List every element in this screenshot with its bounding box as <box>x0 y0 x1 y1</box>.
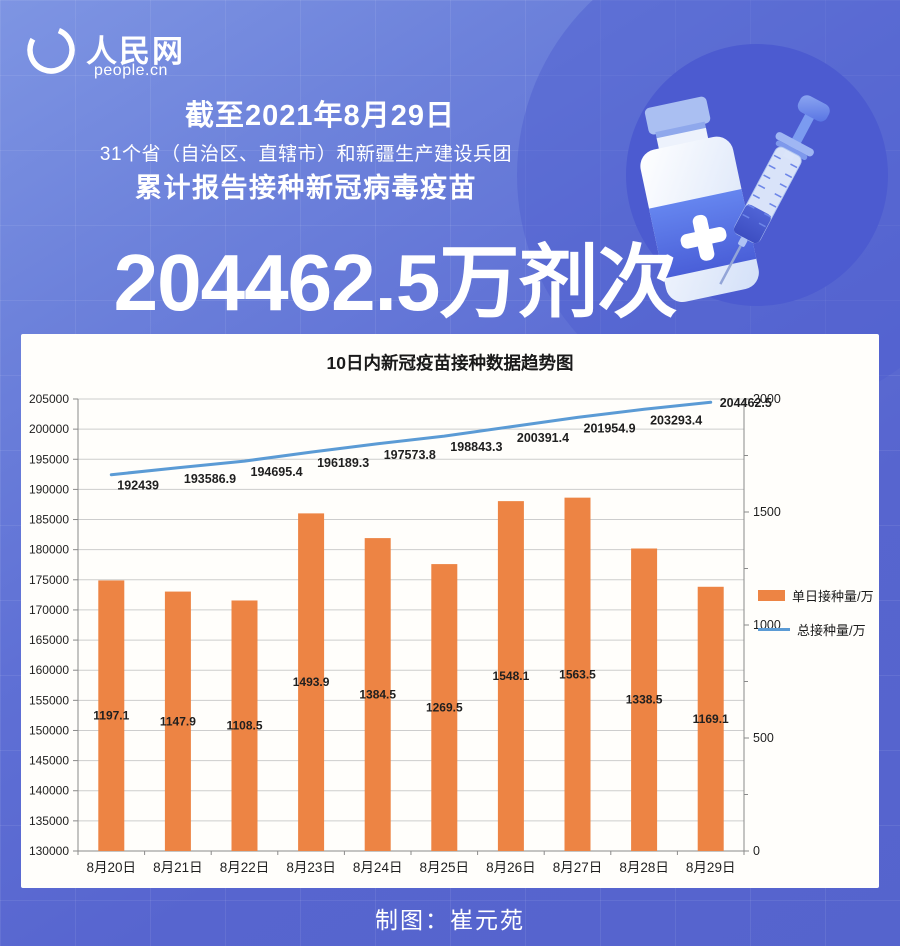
bar-8月22日 <box>231 600 258 851</box>
bar-8月26日 <box>497 501 524 851</box>
bar-value-label: 1108.5 <box>226 719 262 733</box>
credit-line: 制图：崔元苑 <box>375 907 525 933</box>
x-axis-label: 8月21日 <box>153 860 203 875</box>
line-value-label: 197573.8 <box>384 448 436 462</box>
left-axis-label: 195000 <box>29 452 69 466</box>
legend-label-total: 总接种量/万 <box>797 623 866 638</box>
x-axis-label: 8月22日 <box>220 860 270 875</box>
left-axis-label: 145000 <box>29 754 69 768</box>
bar-value-label: 1269.5 <box>426 701 463 715</box>
right-axis-label: 0 <box>753 844 760 858</box>
vaccine-illustration <box>517 0 900 415</box>
combo-chart: 130000 135000 140000 145000 150000 155000 1600… <box>29 392 781 875</box>
legend-label-daily: 单日接种量/万 <box>792 589 874 604</box>
needle <box>719 245 742 285</box>
bar-8月27日 <box>564 497 591 851</box>
left-axis-label: 185000 <box>29 513 69 527</box>
bar-8月29日 <box>697 586 724 851</box>
line-value-label: 192439 <box>117 479 159 493</box>
legend-item-daily: 单日接种量/万 <box>758 586 874 605</box>
legend-item-total: 总接种量/万 <box>758 620 874 639</box>
left-axis-label: 175000 <box>29 573 69 587</box>
line-value-label: 193586.9 <box>184 472 236 486</box>
chart-title: 10日内新冠疫苗接种数据趋势图 <box>326 353 574 373</box>
bar-8月20日 <box>98 580 125 851</box>
syringe <box>719 95 830 285</box>
people-cn-logo: 人民网 people.cn <box>24 18 224 88</box>
chart-panel: 10日内新冠疫苗接种数据趋势图 130000 135000 140000 145000… <box>21 334 879 888</box>
left-axis-label: 190000 <box>29 482 69 496</box>
left-axis-label: 150000 <box>29 723 69 737</box>
chart-legend: 单日接种量/万 总接种量/万 <box>758 586 874 639</box>
line-value-label: 198843.3 <box>450 440 502 454</box>
left-axis-label: 165000 <box>29 633 69 647</box>
left-axis-label: 205000 <box>29 392 69 406</box>
date-line: 截至2021年8月29日 <box>185 100 455 132</box>
bar-value-label: 1384.5 <box>359 688 396 702</box>
bar-value-label: 1147.9 <box>160 714 196 728</box>
left-axis-label: 130000 <box>29 844 69 858</box>
right-axis-label: 2000 <box>753 392 781 406</box>
bar-8月25日 <box>431 564 458 851</box>
line-value-label: 196189.3 <box>317 456 369 470</box>
x-axis-label: 8月24日 <box>353 860 403 875</box>
left-axis-label: 180000 <box>29 543 69 557</box>
line-series-swatch <box>758 627 790 632</box>
bar-value-label: 1169.1 <box>693 712 729 726</box>
left-axis-label: 200000 <box>29 422 69 436</box>
x-axis-label: 8月27日 <box>553 860 603 875</box>
bar-value-label: 1563.5 <box>559 667 596 681</box>
bar-8月28日 <box>631 548 658 851</box>
bar-value-label: 1548.1 <box>493 669 530 683</box>
line-value-label: 201954.9 <box>584 421 636 435</box>
report-line: 累计报告接种新冠病毒疫苗 <box>135 173 477 203</box>
scope-line: 31个省（自治区、直辖市）和新疆生产建设兵团 <box>99 144 513 165</box>
left-axis-label: 155000 <box>29 693 69 707</box>
right-axis-label: 1500 <box>753 505 781 519</box>
headline-number: 204462.5万剂次 <box>113 238 678 327</box>
logo-text-cn: 人民网 <box>86 34 185 69</box>
bar-8月21日 <box>164 591 191 851</box>
left-axis-label: 160000 <box>29 663 69 677</box>
syringe-scale-ticks <box>742 154 798 228</box>
bar-value-label: 1338.5 <box>626 693 663 707</box>
left-axis-label: 140000 <box>29 784 69 798</box>
line-value-label: 203293.4 <box>650 413 702 427</box>
vaccine-vial <box>640 96 759 303</box>
bar-series-swatch <box>758 590 785 601</box>
x-axis-label: 8月23日 <box>286 860 336 875</box>
bar-8月24日 <box>364 538 391 851</box>
x-axis-label: 8月28日 <box>619 860 669 875</box>
left-axis-label: 135000 <box>29 814 69 828</box>
x-axis-label: 8月25日 <box>420 860 470 875</box>
bar-8月23日 <box>298 513 325 851</box>
x-axis-label: 8月26日 <box>486 860 536 875</box>
line-value-label: 204462.5 <box>720 396 772 410</box>
line-value-label: 200391.4 <box>517 431 569 445</box>
bar-value-label: 1197.1 <box>93 709 129 723</box>
right-axis-label: 500 <box>753 731 774 745</box>
left-axis-label: 170000 <box>29 603 69 617</box>
x-axis-label: 8月29日 <box>686 860 736 875</box>
bar-value-label: 1493.9 <box>293 675 330 689</box>
logo-text-en: people.cn <box>94 62 168 79</box>
people-cn-logo-icon <box>27 26 75 74</box>
line-value-label: 194695.4 <box>251 465 303 479</box>
total-line <box>109 400 713 477</box>
x-axis-label: 8月20日 <box>87 860 137 875</box>
